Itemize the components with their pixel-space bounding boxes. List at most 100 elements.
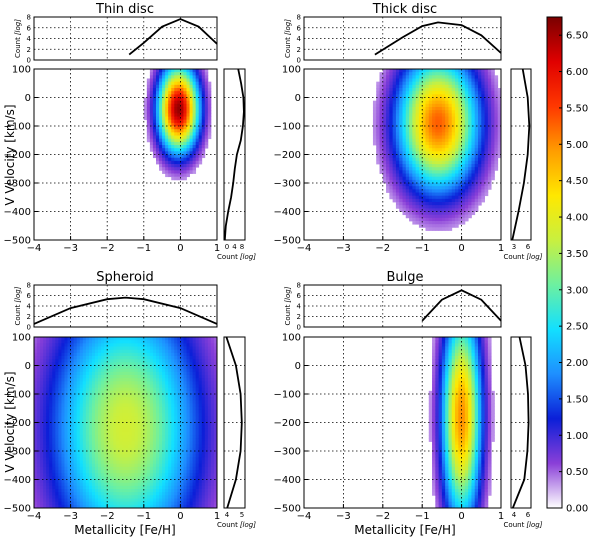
heatmap-cell [389,151,394,155]
heatmap-cell [159,400,163,404]
heatmap-cell [474,88,479,92]
heatmap-cell [171,466,175,471]
heatmap-cell [101,504,105,509]
heatmap-cell [76,428,81,433]
heatmap-cell [152,110,157,114]
heatmap-cell [146,384,151,389]
heatmap-cell [55,365,59,370]
heatmap-cell [165,170,169,174]
heatmap-cell [168,454,172,458]
heatmap-cell [405,97,410,102]
heatmap-cell [61,349,65,354]
heatmap-cell [379,145,384,149]
heatmap-cell [409,151,413,155]
heatmap-cell [168,413,172,417]
heatmap-cell [107,422,111,427]
heatmap-cell [79,340,84,344]
heatmap-cell [73,504,78,509]
heatmap-cell [146,381,151,385]
heatmap-cell [52,343,56,347]
heatmap-cell [73,476,78,480]
heatmap-cell [471,205,476,209]
heatmap-cell [455,113,459,117]
heatmap-cell [104,406,108,411]
heatmap-cell [448,205,453,209]
heatmap-cell [82,498,87,503]
heatmap-cell [491,122,495,127]
heatmap-cell [171,81,175,86]
heatmap-cell [88,375,93,379]
heatmap-cell [128,479,132,484]
heatmap-cell [183,164,187,168]
heatmap-cell [445,224,449,228]
heatmap-cell [409,129,413,133]
heatmap-cell [198,81,203,86]
heatmap-cell [143,485,148,490]
heatmap-cell [152,151,157,155]
heatmap-cell [165,132,169,136]
heatmap-cell [428,94,433,98]
heatmap-cell [174,94,178,98]
heatmap-cell [405,81,410,86]
heatmap-cell [402,81,407,86]
heatmap-cell [412,211,417,216]
heatmap-cell [189,160,193,165]
heatmap-cell [122,444,126,449]
heatmap-cell [481,195,485,200]
heatmap-cell [471,116,476,121]
heatmap-cell [140,441,145,446]
heatmap-cell [98,425,102,430]
heatmap-cell [40,495,44,499]
heatmap-cell [474,179,479,184]
heatmap-cell [464,135,469,140]
heatmap-cell [392,141,397,146]
heatmap-cell [399,88,403,92]
heatmap-cell [464,100,469,105]
heatmap-cell [64,406,68,411]
heatmap-cell [79,362,84,366]
heatmap-cell [159,119,163,124]
heatmap-cell [441,192,446,197]
heatmap-cell [152,390,157,395]
heatmap-cell [445,221,449,225]
heatmap-cell [67,428,71,433]
heatmap-cell [119,362,123,366]
heatmap-cell [487,75,492,79]
heatmap-cell [49,470,53,474]
heatmap-cell [432,88,436,92]
heatmap-cell [484,186,489,190]
heatmap-cell [40,425,44,430]
heatmap-cell [70,489,75,493]
heatmap-cell [70,359,75,363]
heatmap-cell [122,501,126,506]
heatmap-cell [177,94,181,98]
heatmap-cell [186,122,190,127]
heatmap-cell [61,498,65,503]
heatmap-cell [382,107,387,111]
heatmap-cell [152,88,157,92]
heatmap-cell [195,126,200,130]
heatmap-cell [140,409,145,414]
heatmap-cell [204,126,209,130]
heatmap-cell [491,129,495,133]
heatmap-cell [201,97,206,102]
heatmap-cell [128,451,132,455]
heatmap-cell [119,387,123,392]
heatmap-cell [441,179,446,184]
heatmap-cell [95,444,99,449]
heatmap-cell [481,157,485,162]
heatmap-cell [464,110,469,114]
heatmap-cell [49,435,53,439]
heatmap-cell [101,356,105,360]
heatmap-cell [405,186,410,190]
heatmap-cell [186,88,190,92]
heatmap-cell [98,463,102,468]
heatmap-cell [171,151,175,155]
heatmap-cell [432,116,436,121]
heatmap-cell [478,195,482,200]
heatmap-cell [494,84,499,89]
heatmap-cell [425,75,430,79]
heatmap-cell [183,151,187,155]
heatmap-cell [405,84,410,89]
heatmap-cell [177,91,181,95]
